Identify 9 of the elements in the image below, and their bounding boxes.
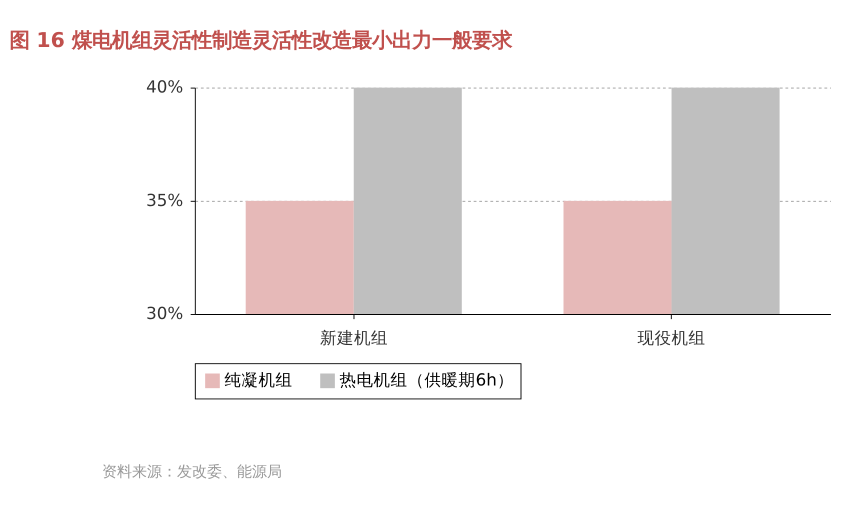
y-tick-label: 40% (146, 76, 184, 97)
chart-title: 图 16 煤电机组灵活性制造灵活性改造最小出力一般要求 (9, 28, 513, 52)
x-tick-label: 新建机组 (320, 327, 388, 348)
legend-label: 纯凝机组 (224, 369, 293, 390)
y-tick-label: 30% (146, 303, 184, 324)
text: 资料来源：发改委、能源局 (102, 463, 282, 480)
x-tick-label: 现役机组 (638, 327, 706, 348)
y-tick-label: 35% (146, 190, 184, 210)
legend-label: 热电机组（供暖期6h） (340, 369, 514, 390)
